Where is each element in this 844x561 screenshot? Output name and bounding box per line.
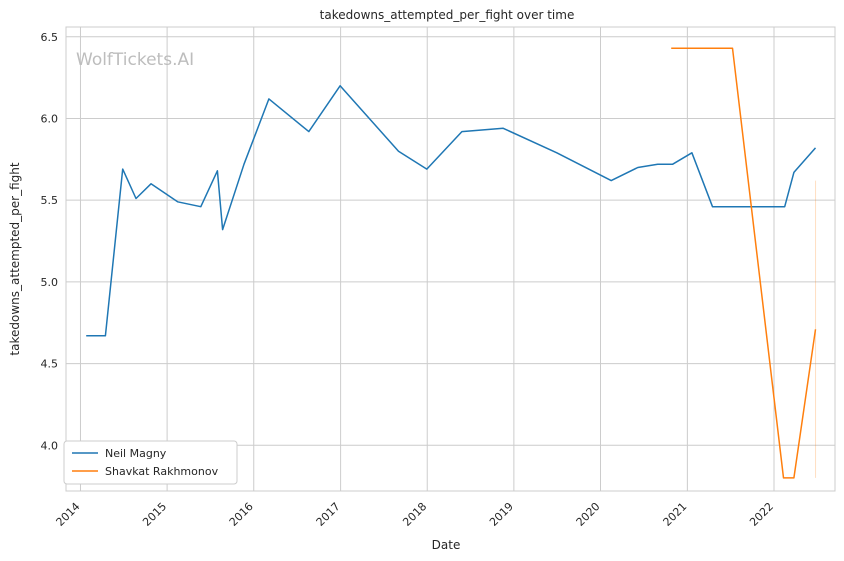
x-tick-label: 2019	[487, 500, 516, 529]
x-tick-label: 2015	[140, 500, 169, 529]
y-tick-label: 5.5	[41, 194, 59, 207]
x-tick-label: 2017	[314, 500, 343, 529]
x-tick-label: 2022	[747, 500, 776, 529]
x-tick-label: 2014	[54, 500, 83, 529]
legend-label-neil-magny: Neil Magny	[105, 447, 167, 460]
series-line-neil-magny	[86, 85, 817, 337]
x-tick-label: 2016	[227, 500, 256, 529]
x-tick-label: 2020	[574, 500, 603, 529]
grid-lines	[66, 27, 835, 491]
y-axis-label: takedowns_attempted_per_fight	[8, 162, 22, 355]
legend-box	[63, 440, 238, 485]
x-tick-label: 2018	[400, 500, 429, 529]
y-tick-label: 4.5	[41, 358, 59, 371]
y-tick-label: 5.0	[41, 276, 59, 289]
y-tick-label: 6.0	[41, 112, 59, 125]
plot-area	[65, 26, 836, 492]
chart-title: takedowns_attempted_per_fight over time	[320, 8, 575, 22]
y-axis-ticks: 4.0 4.5 5.0 5.5 6.0 6.5	[41, 31, 59, 452]
x-axis-ticks: 2014 2015 2016 2017 2018 2019 2020 2021 2022	[54, 500, 777, 529]
legend-label-shavkat-rakhmonov: Shavkat Rakhmonov	[105, 465, 219, 478]
y-tick-label: 4.0	[41, 439, 59, 452]
x-tick-label: 2021	[661, 500, 690, 529]
y-tick-label: 6.5	[41, 31, 59, 44]
series-layer	[86, 47, 817, 479]
legend: Neil Magny Shavkat Rakhmonov	[63, 440, 238, 485]
watermark-text: WolfTickets.AI	[76, 50, 194, 70]
x-axis-label: Date	[432, 538, 461, 552]
series-line-shavkat-rakhmonov	[671, 47, 817, 479]
